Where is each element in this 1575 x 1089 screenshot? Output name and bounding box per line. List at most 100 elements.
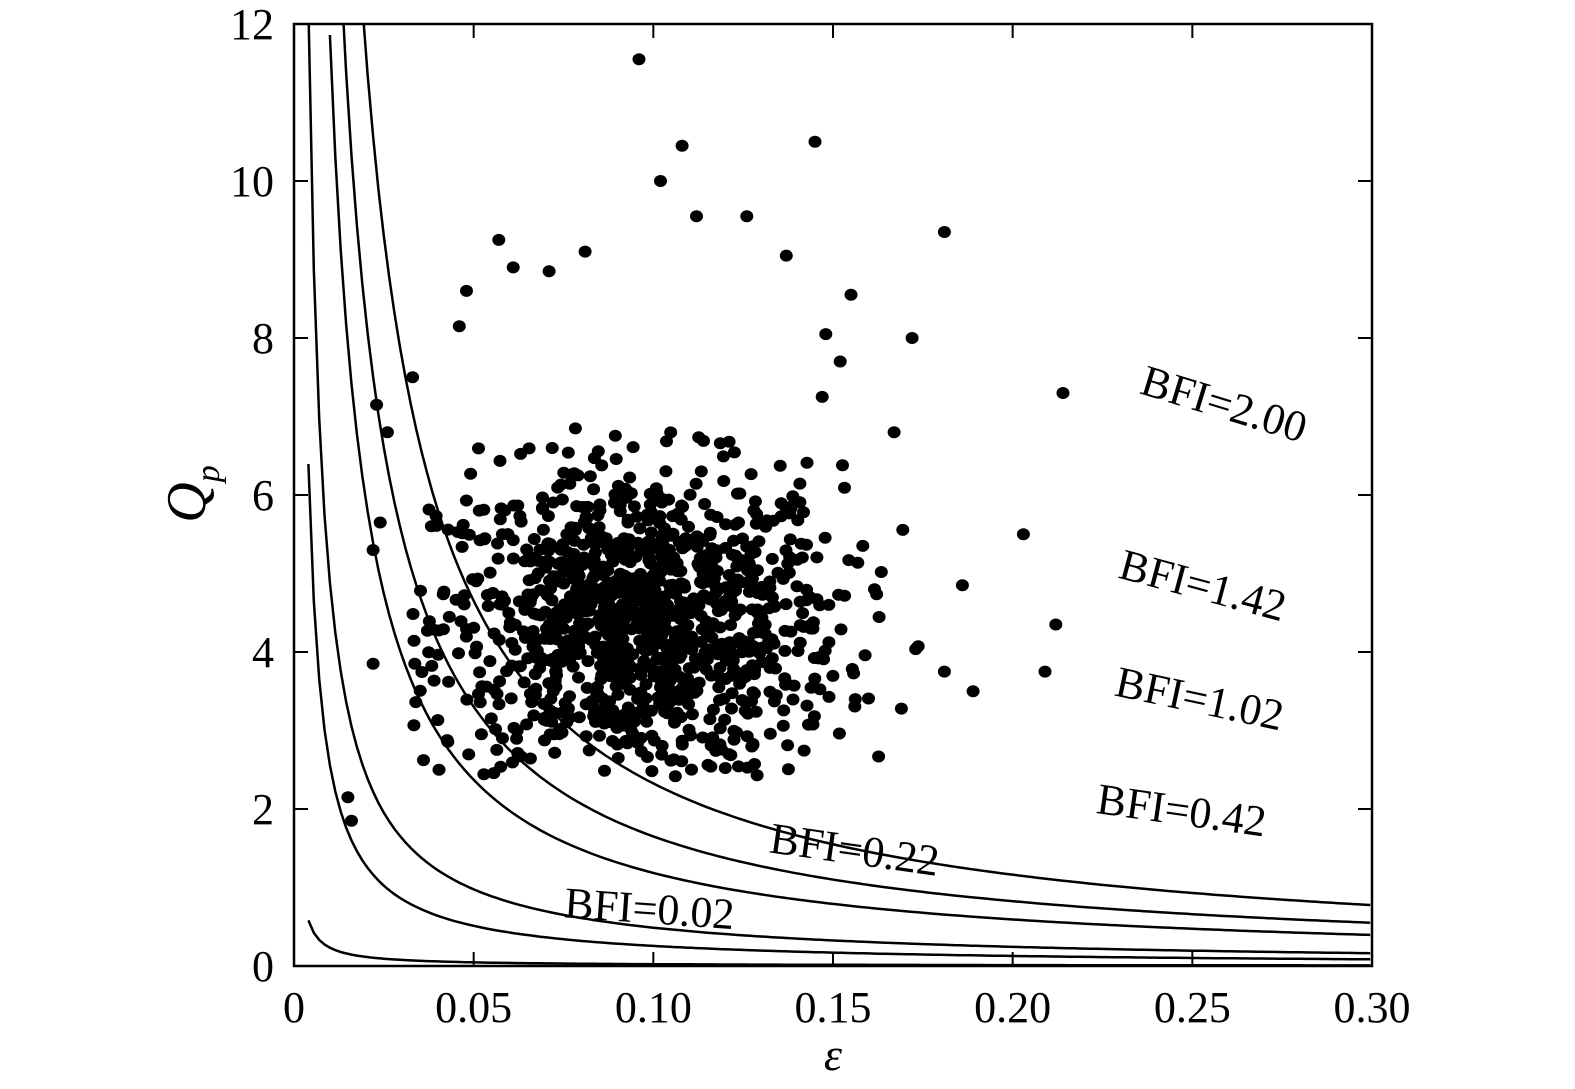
scatter-point [748,495,762,508]
scatter-point [636,585,649,598]
scatter-point [569,588,583,600]
scatter-point [481,600,495,612]
scatter-point [826,669,840,682]
scatter-point [727,446,741,459]
scatter-point [492,633,506,646]
scatter-point [566,600,580,613]
scatter-point [684,607,698,619]
scatter-point [542,265,556,278]
scatter-point [579,605,592,618]
scatter-point [635,575,649,587]
scatter-point [429,519,443,532]
scatter-point [406,608,420,620]
scatter-point [744,468,758,481]
y-tick-label: 6 [252,471,274,520]
scatter-point [707,572,721,585]
scatter-point [472,504,486,517]
scatter-point [851,556,865,569]
scatter-point [887,426,901,439]
scatter-point [722,435,736,448]
scatter-point [778,672,792,685]
scatter-point [735,694,749,707]
scatter-point [815,390,829,403]
scatter-point [495,528,509,541]
scatter-point [696,654,710,667]
scatter-point [730,726,743,739]
scatter-point [784,625,798,638]
scatter-point [634,731,648,744]
scatter-point [422,646,436,659]
scatter-point [668,770,682,783]
scatter-point [692,560,706,573]
scatter-point [598,764,611,777]
scatter-point [654,550,668,563]
scatter-point [487,683,501,696]
scatter-point [679,539,693,552]
scatter-point [449,593,463,606]
scatter-point [791,514,805,527]
scatter-point [650,653,664,666]
scatter-point [1038,665,1052,678]
scatter-point [896,523,910,536]
scatter-point [747,626,760,639]
scatter-point [518,603,532,616]
scatter-point [472,442,485,455]
scatter-point [690,210,703,223]
scatter-point [503,621,517,634]
y-tick-label: 12 [230,0,274,49]
scatter-point [491,552,505,565]
scatter-point [413,684,427,697]
scatter-point [548,674,562,687]
scatter-point [588,630,602,643]
scatter-point [819,328,833,341]
x-tick-label: 0.10 [615,983,692,1032]
scatter-point [436,623,450,636]
scatter-point [440,734,454,747]
scatter-point [779,544,793,557]
scatter-point [671,507,685,520]
scatter-point [620,737,634,750]
scatter-point [807,710,821,723]
scatter-point [709,551,723,564]
scatter-point [711,648,725,661]
scatter-point [422,503,436,516]
scatter-point [578,245,592,258]
scatter-point [656,493,669,505]
scatter-point [872,750,886,763]
scatter-point [415,666,429,678]
scatter-point [557,622,570,635]
scatter-point [583,578,596,590]
scatter-point [856,539,870,552]
scatter-point [746,737,760,750]
axis-ticks: 0 0.05 0.10 0.15 0.20 0.25 0.30 0 2 4 6 8 10 12 [230,0,1411,1032]
bfi-curve-5 [362,24,1371,907]
scatter-point [712,583,726,596]
scatter-point [492,233,506,246]
scatter-point [697,589,711,602]
scatter-point [808,135,822,148]
scatter-point [471,572,485,585]
scatter-point [452,320,466,333]
scatter-point [527,533,541,545]
scatter-point [634,664,648,677]
scatter-point [597,717,611,730]
scatter-point [455,527,469,540]
scatter-point [685,763,698,776]
scatter-point [765,552,779,565]
scatter-point [724,588,738,601]
scatter-point [437,585,451,598]
scatter-point [467,621,481,634]
scatter-point [833,355,847,368]
scatter-point [725,687,739,700]
scatter-point [858,649,872,662]
scatter-point [797,744,811,757]
scatter-point [781,763,795,776]
scatter-point [638,644,652,657]
scatter-point [581,655,595,668]
scatter-point [539,561,552,574]
scatter-point [507,721,521,734]
scatter-point [733,487,747,500]
scatter-point [682,698,696,711]
scatter-point [500,665,514,678]
scatter-point [844,288,858,301]
